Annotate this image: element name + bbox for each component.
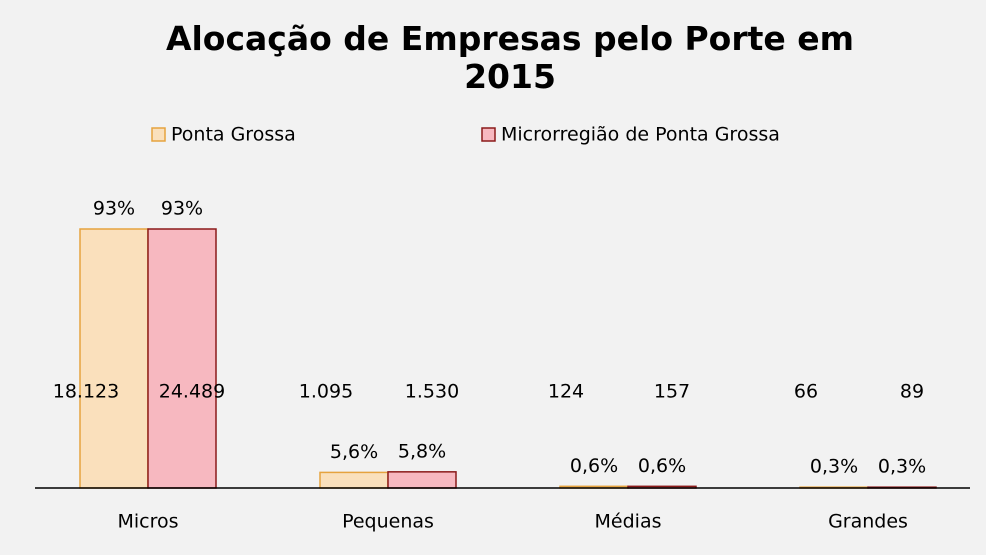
data-label: 93% xyxy=(161,198,203,220)
chart-title: Alocação de Empresas pelo Porte em 2015 xyxy=(165,19,855,96)
legend-label: Ponta Grossa xyxy=(171,124,296,146)
data-label: 5,8% xyxy=(398,440,446,462)
x-tick-label: Pequenas xyxy=(342,511,434,533)
bar xyxy=(147,228,217,489)
data-label: 5,6% xyxy=(330,441,378,463)
count-label: 1.530 xyxy=(405,381,459,403)
bar xyxy=(319,471,389,489)
bar xyxy=(387,471,457,489)
count-label: 89 xyxy=(900,381,924,403)
legend-swatch xyxy=(151,127,166,142)
data-label: 0,3% xyxy=(810,456,858,478)
data-label: 0,3% xyxy=(878,456,926,478)
count-label: 157 xyxy=(654,381,690,403)
data-label: 0,6% xyxy=(638,455,686,477)
data-label: 0,6% xyxy=(570,455,618,477)
legend-label: Microrregião de Ponta Grossa xyxy=(501,124,780,146)
bar xyxy=(79,228,149,489)
x-tick-label: Micros xyxy=(117,511,178,533)
legend-swatch xyxy=(481,127,496,142)
count-label: 66 xyxy=(794,381,818,403)
x-tick-label: Médias xyxy=(595,511,662,533)
x-tick-label: Grandes xyxy=(828,511,908,533)
count-label: 18.123 xyxy=(53,381,119,403)
count-label: 124 xyxy=(548,381,584,403)
data-label: 93% xyxy=(93,198,135,220)
count-label: 24.489 xyxy=(159,381,225,403)
count-label: 1.095 xyxy=(299,381,353,403)
